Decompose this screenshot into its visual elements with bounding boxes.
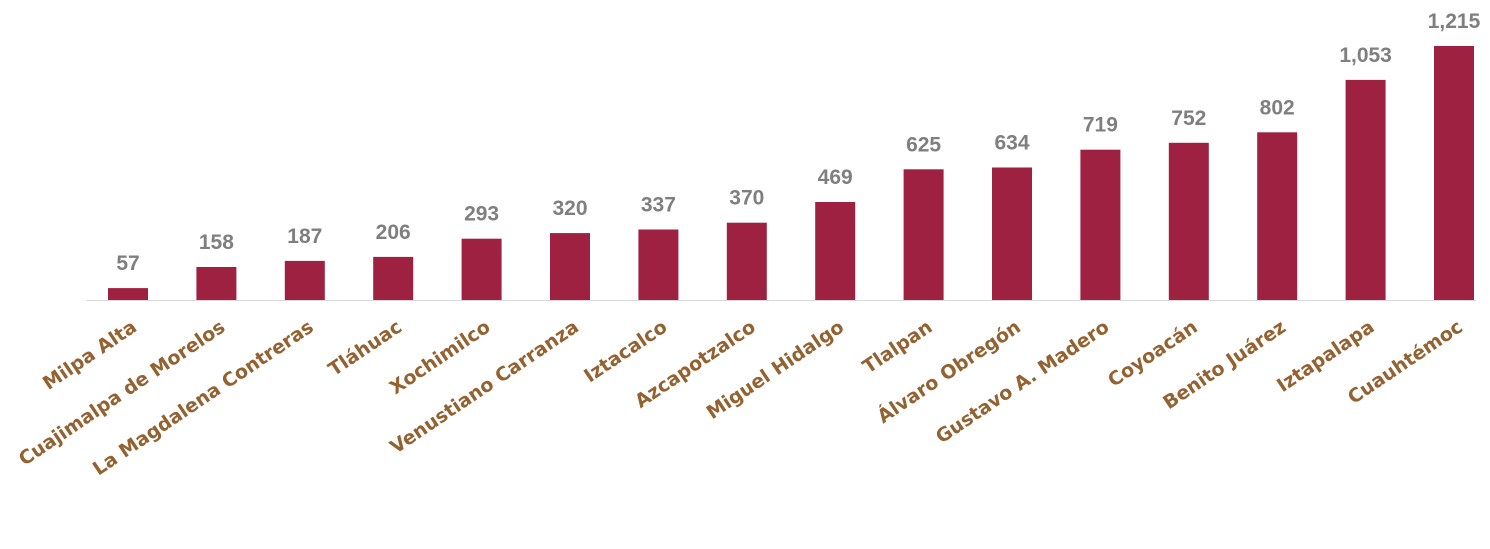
bar xyxy=(1168,142,1209,300)
bar-value-label: 320 xyxy=(552,197,587,220)
bar xyxy=(726,222,767,300)
bar xyxy=(1345,79,1386,301)
bar xyxy=(108,288,148,300)
bar-value-label: 57 xyxy=(116,252,139,275)
bar-value-label: 719 xyxy=(1083,114,1118,137)
bar-value-label: 337 xyxy=(641,194,676,217)
bar-value-label: 469 xyxy=(818,166,853,189)
category-label: Álvaro Obregón xyxy=(873,315,1025,428)
value-labels-group: 57 158 187 206 293 320 337 370 469 625 634 719 752 80… xyxy=(116,10,1480,275)
bar xyxy=(550,233,590,300)
bar-value-label: 802 xyxy=(1260,96,1295,119)
bar xyxy=(992,167,1032,300)
bar-value-label: 158 xyxy=(199,231,234,254)
bar xyxy=(284,260,325,300)
bar-value-label: 752 xyxy=(1171,107,1206,130)
bar-value-label: 370 xyxy=(729,187,764,210)
bar xyxy=(1080,149,1121,300)
bar xyxy=(903,169,944,300)
category-label: Tlalpan xyxy=(859,316,937,378)
bar xyxy=(1434,46,1474,300)
bar xyxy=(373,256,414,300)
bar-value-label: 1,215 xyxy=(1428,10,1481,33)
bar-value-label: 625 xyxy=(906,133,941,156)
bar-value-label: 293 xyxy=(464,203,499,226)
bar-value-label: 1,053 xyxy=(1339,44,1392,67)
bar xyxy=(815,202,856,300)
bar-value-label: 206 xyxy=(376,221,411,244)
bar xyxy=(196,267,237,300)
bar xyxy=(638,229,679,300)
bar-value-label: 187 xyxy=(287,225,322,248)
bar-value-label: 634 xyxy=(994,132,1029,155)
bar xyxy=(461,238,502,300)
bar xyxy=(1257,132,1298,300)
bars-group xyxy=(108,46,1474,301)
category-label: Gustavo A. Madero xyxy=(932,316,1113,448)
category-label: Tláhuac xyxy=(325,316,406,381)
